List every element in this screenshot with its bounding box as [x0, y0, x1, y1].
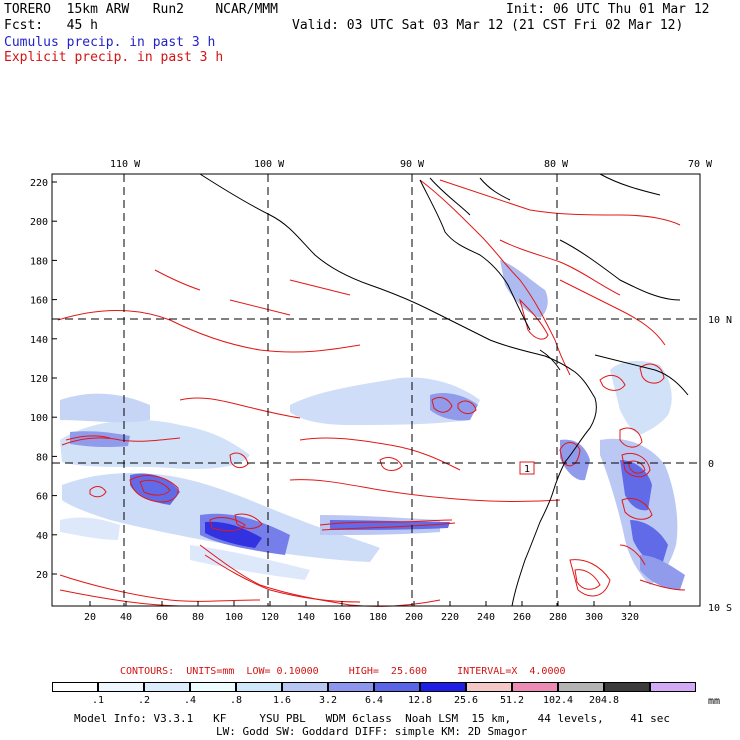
colorbar-units: mm	[708, 696, 721, 707]
field-explicit-title: Explicit precip. in past 3 h	[4, 50, 224, 65]
x-tick-label: 180	[369, 612, 387, 623]
model-title: TORERO 15km ARW Run2 NCAR/MMM	[4, 2, 278, 17]
colorbar-label: 204.8	[588, 695, 620, 706]
y-tick-label: 180	[30, 256, 48, 267]
colorbar-swatch	[374, 682, 420, 692]
y-tick-labels: 220 200 180 160 140 120 100 80 60 40 20	[30, 178, 48, 581]
colorbar-label: 12.8	[407, 695, 433, 706]
x-tick-label: 260	[513, 612, 531, 623]
x-tick-label: 80	[192, 612, 204, 623]
field-cumulus-title: Cumulus precip. in past 3 h	[4, 35, 216, 50]
cumulus-precip-shading	[60, 260, 685, 590]
lat-label-10n: 10 N	[708, 315, 732, 326]
colorbar-swatch	[52, 682, 98, 692]
colorbar-swatch	[604, 682, 650, 692]
colorbar-label: 51.2	[499, 695, 525, 706]
colorbar-label: 25.6	[453, 695, 479, 706]
lon-label-100w: 100 W	[254, 159, 285, 170]
y-tick-label: 200	[30, 217, 48, 228]
y-tick-label: 140	[30, 335, 48, 346]
y-tick-label: 100	[30, 413, 48, 424]
coastline	[199, 173, 689, 607]
x-tick-labels: 20 40 60 80 100 120 140 160 180 200 220 240 260 280 30…	[84, 612, 639, 623]
y-tick-label: 20	[36, 570, 48, 581]
y-tick-label: 80	[36, 452, 48, 463]
lat-label-0: 0	[708, 459, 714, 470]
x-tick-label: 300	[585, 612, 603, 623]
model-info: Model Info: V3.3.1 KF YSU PBL WDM 6class…	[74, 712, 671, 725]
y-tick-label: 60	[36, 492, 48, 503]
colorbar-swatch	[236, 682, 282, 692]
axis-ticks	[52, 181, 631, 606]
colorbar-label: 3.2	[318, 695, 338, 706]
x-tick-label: 280	[549, 612, 567, 623]
colorbar-swatch	[282, 682, 328, 692]
colorbar-label: 102.4	[542, 695, 574, 706]
x-tick-label: 320	[621, 612, 639, 623]
x-tick-label: 160	[333, 612, 351, 623]
station-box	[519, 461, 535, 475]
x-tick-label: 120	[261, 612, 279, 623]
contours-info: CONTOURS: UNITS=mm LOW= 0.10000 HIGH= 25…	[120, 666, 566, 677]
y-tick-label: 40	[36, 531, 48, 542]
lon-label-110w: 110 W	[110, 159, 141, 170]
lat-lon-grid	[52, 174, 700, 606]
colorbar-swatch	[558, 682, 604, 692]
colorbar-label: 1.6	[272, 695, 292, 706]
colorbar-swatch	[466, 682, 512, 692]
x-tick-label: 40	[120, 612, 132, 623]
map-frame	[51, 173, 701, 607]
y-tick-label: 120	[30, 374, 48, 385]
colorbar-swatch	[420, 682, 466, 692]
x-tick-label: 220	[441, 612, 459, 623]
valid-time: Valid: 03 UTC Sat 03 Mar 12 (21 CST Fri …	[292, 18, 684, 33]
forecast-hour: Fcst: 45 h	[4, 18, 98, 33]
x-tick-label: 60	[156, 612, 168, 623]
explicit-precip-contours	[57, 179, 686, 607]
colorbar-swatch	[328, 682, 374, 692]
x-tick-label: 200	[405, 612, 423, 623]
model-physics: LW: Godd SW: Goddard DIFF: simple KM: 2D…	[216, 725, 528, 738]
colorbar-swatch	[144, 682, 190, 692]
colorbar-swatch	[650, 682, 696, 692]
colorbar-label: .4	[183, 695, 197, 706]
lon-label-70w: 70 W	[688, 159, 713, 170]
x-tick-label: 140	[297, 612, 315, 623]
x-tick-label: 100	[225, 612, 243, 623]
colorbar-label: .2	[137, 695, 151, 706]
station-box-label: 1	[524, 464, 530, 475]
x-tick-label: 240	[477, 612, 495, 623]
lat-label-10s: 10 S	[708, 603, 732, 614]
y-tick-label: 220	[30, 178, 48, 189]
lon-label-80w: 80 W	[544, 159, 569, 170]
colorbar-label: .8	[229, 695, 243, 706]
colorbar-label: .1	[91, 695, 105, 706]
init-time: Init: 06 UTC Thu 01 Mar 12	[506, 2, 710, 17]
colorbar-swatch	[512, 682, 558, 692]
colorbar-label: 6.4	[364, 695, 384, 706]
colorbar-swatch	[98, 682, 144, 692]
colorbar-swatch	[190, 682, 236, 692]
x-tick-label: 20	[84, 612, 96, 623]
y-tick-label: 160	[30, 296, 48, 307]
lon-label-90w: 90 W	[400, 159, 425, 170]
